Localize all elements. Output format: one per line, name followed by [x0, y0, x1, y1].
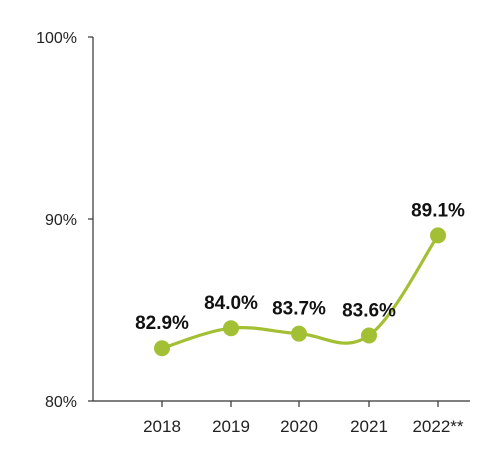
data-point [430, 227, 446, 244]
y-ticks: 80% 90% 100% [36, 30, 93, 411]
data-label: 83.6% [342, 300, 396, 321]
data-point [154, 340, 170, 357]
x-tick-label: 2018 [143, 417, 181, 436]
x-tick-label: 2022** [412, 417, 463, 436]
data-point [361, 327, 377, 344]
series [154, 227, 446, 357]
data-label: 84.0% [204, 293, 258, 314]
data-point [223, 320, 239, 337]
x-tick-label: 2020 [280, 417, 318, 436]
data-point [291, 325, 307, 342]
y-tick-label: 100% [36, 30, 77, 47]
y-tick-label: 90% [45, 212, 77, 229]
x-tick-label: 2019 [212, 417, 250, 436]
data-label: 83.7% [272, 299, 326, 320]
data-label: 89.1% [411, 200, 465, 221]
data-label: 82.9% [135, 313, 189, 334]
y-tick-label: 80% [45, 394, 77, 411]
x-tick-label: 2021 [350, 417, 388, 436]
data-labels: 82.9% 84.0% 83.7% 83.6% 89.1% [135, 200, 465, 334]
x-ticks: 2018 2019 2020 2021 2022** [143, 401, 464, 436]
